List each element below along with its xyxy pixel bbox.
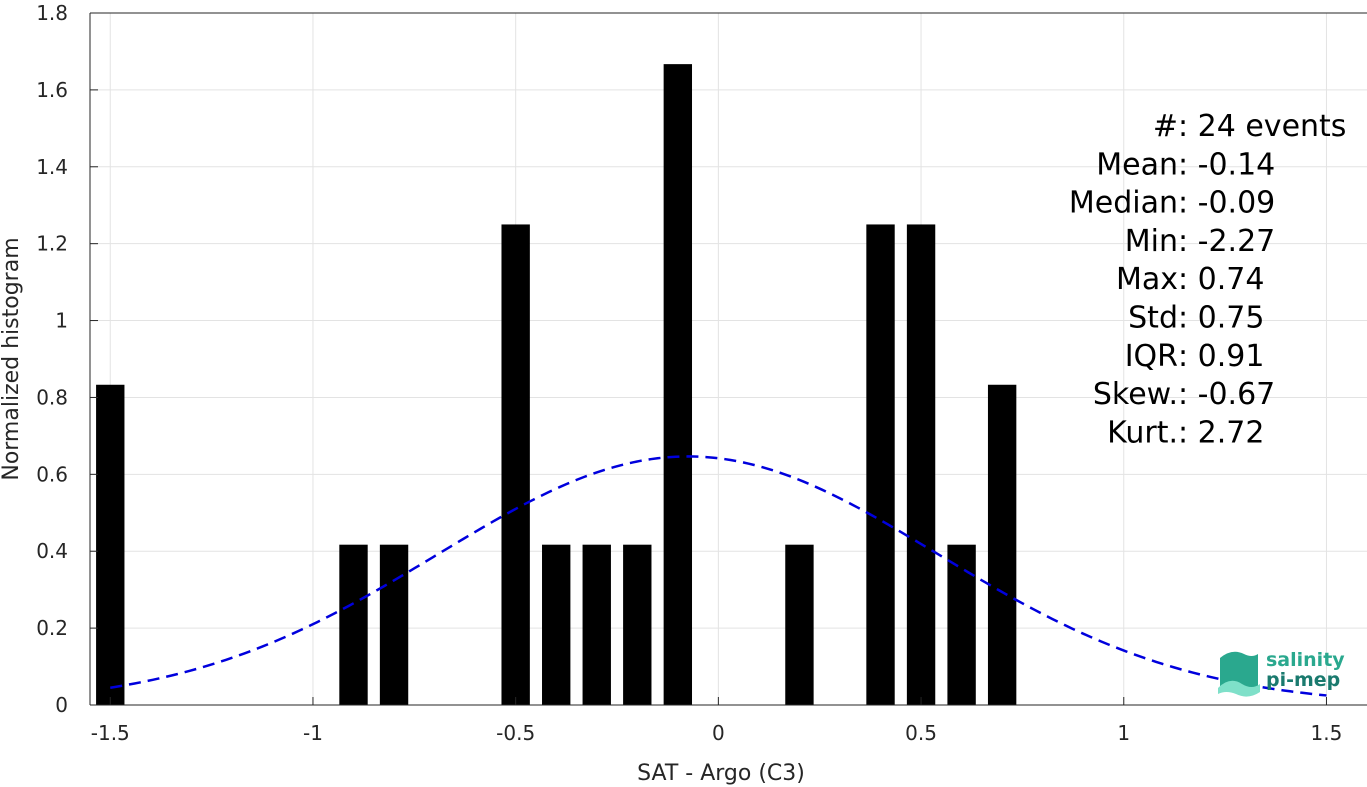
histogram-bar	[582, 544, 611, 705]
x-tick-label: 1	[1117, 721, 1130, 745]
x-tick-label: -0.5	[496, 721, 535, 745]
salinity-pi-mep-logo: salinity pi-mep	[1218, 649, 1345, 697]
histogram-bar	[866, 224, 895, 705]
y-tick-label: 1.2	[36, 232, 68, 256]
x-tick-label: 0	[712, 721, 725, 745]
histogram-bar	[663, 64, 693, 706]
stat-value: : -0.09	[1178, 186, 1275, 221]
stat-label: Mean	[1096, 147, 1178, 182]
y-tick-label: 0	[55, 693, 68, 717]
tick-labels: -1.5 -1 -0.5 0 0.5 1 1.5 0 0.2 0.4 0.6 0.8 1 1.2 1.4 1.…	[36, 1, 1342, 745]
logo-line2: pi-mep	[1266, 669, 1340, 691]
histogram-bar	[947, 544, 976, 705]
histogram-bar	[987, 384, 1017, 705]
plot-background	[90, 13, 1367, 705]
histogram-bar	[542, 544, 571, 705]
y-tick-label: 0.6	[36, 462, 68, 486]
stat-label: #	[1153, 109, 1178, 144]
stat-label: Median	[1069, 186, 1178, 221]
histogram-bar	[501, 224, 530, 705]
histogram-bar	[623, 544, 652, 705]
y-tick-label: 1.8	[36, 1, 68, 25]
x-tick-label: -1.5	[91, 721, 130, 745]
logo-wave-light-icon	[1218, 680, 1260, 697]
y-tick-label: 1.6	[36, 78, 68, 102]
histogram-bar	[379, 544, 409, 705]
stat-value: : 0.74	[1178, 262, 1264, 297]
y-tick-label: 1	[55, 309, 68, 333]
histogram-bar	[339, 544, 368, 705]
y-tick-label: 0.2	[36, 616, 68, 640]
histogram-bar	[785, 544, 814, 705]
stat-label: IQR	[1125, 339, 1178, 374]
stat-value: : 0.75	[1178, 301, 1264, 336]
y-axis-title: Normalized histogram	[0, 237, 24, 480]
stat-label: Kurt.	[1107, 415, 1178, 450]
axes	[89, 12, 1367, 706]
histogram-bar	[96, 384, 125, 705]
stat-value: : 2.72	[1178, 415, 1264, 450]
x-axis-title: SAT - Argo (C3)	[637, 761, 805, 786]
stat-value: : -0.67	[1178, 377, 1275, 412]
stat-label: Min	[1125, 224, 1178, 259]
y-tick-label: 0.8	[36, 385, 68, 409]
histogram-bars	[96, 64, 1017, 706]
histogram-bar	[906, 224, 936, 705]
y-tick-label: 1.4	[36, 155, 68, 179]
stat-label: Std	[1128, 301, 1178, 336]
logo-line1: salinity	[1266, 649, 1345, 671]
stat-value: : 24 events	[1178, 109, 1346, 144]
stat-label: Skew.	[1093, 377, 1178, 412]
x-tick-label: 1.5	[1311, 721, 1343, 745]
x-tick-label: 0.5	[905, 721, 937, 745]
stat-value: : 0.91	[1178, 339, 1264, 374]
y-tick-label: 0.4	[36, 539, 68, 563]
stat-value: : -2.27	[1178, 224, 1275, 259]
normal-fit-curve	[110, 455, 1327, 697]
stat-label: Max	[1116, 262, 1178, 297]
x-tick-label: -1	[303, 721, 323, 745]
stat-value: : -0.14	[1178, 147, 1275, 182]
